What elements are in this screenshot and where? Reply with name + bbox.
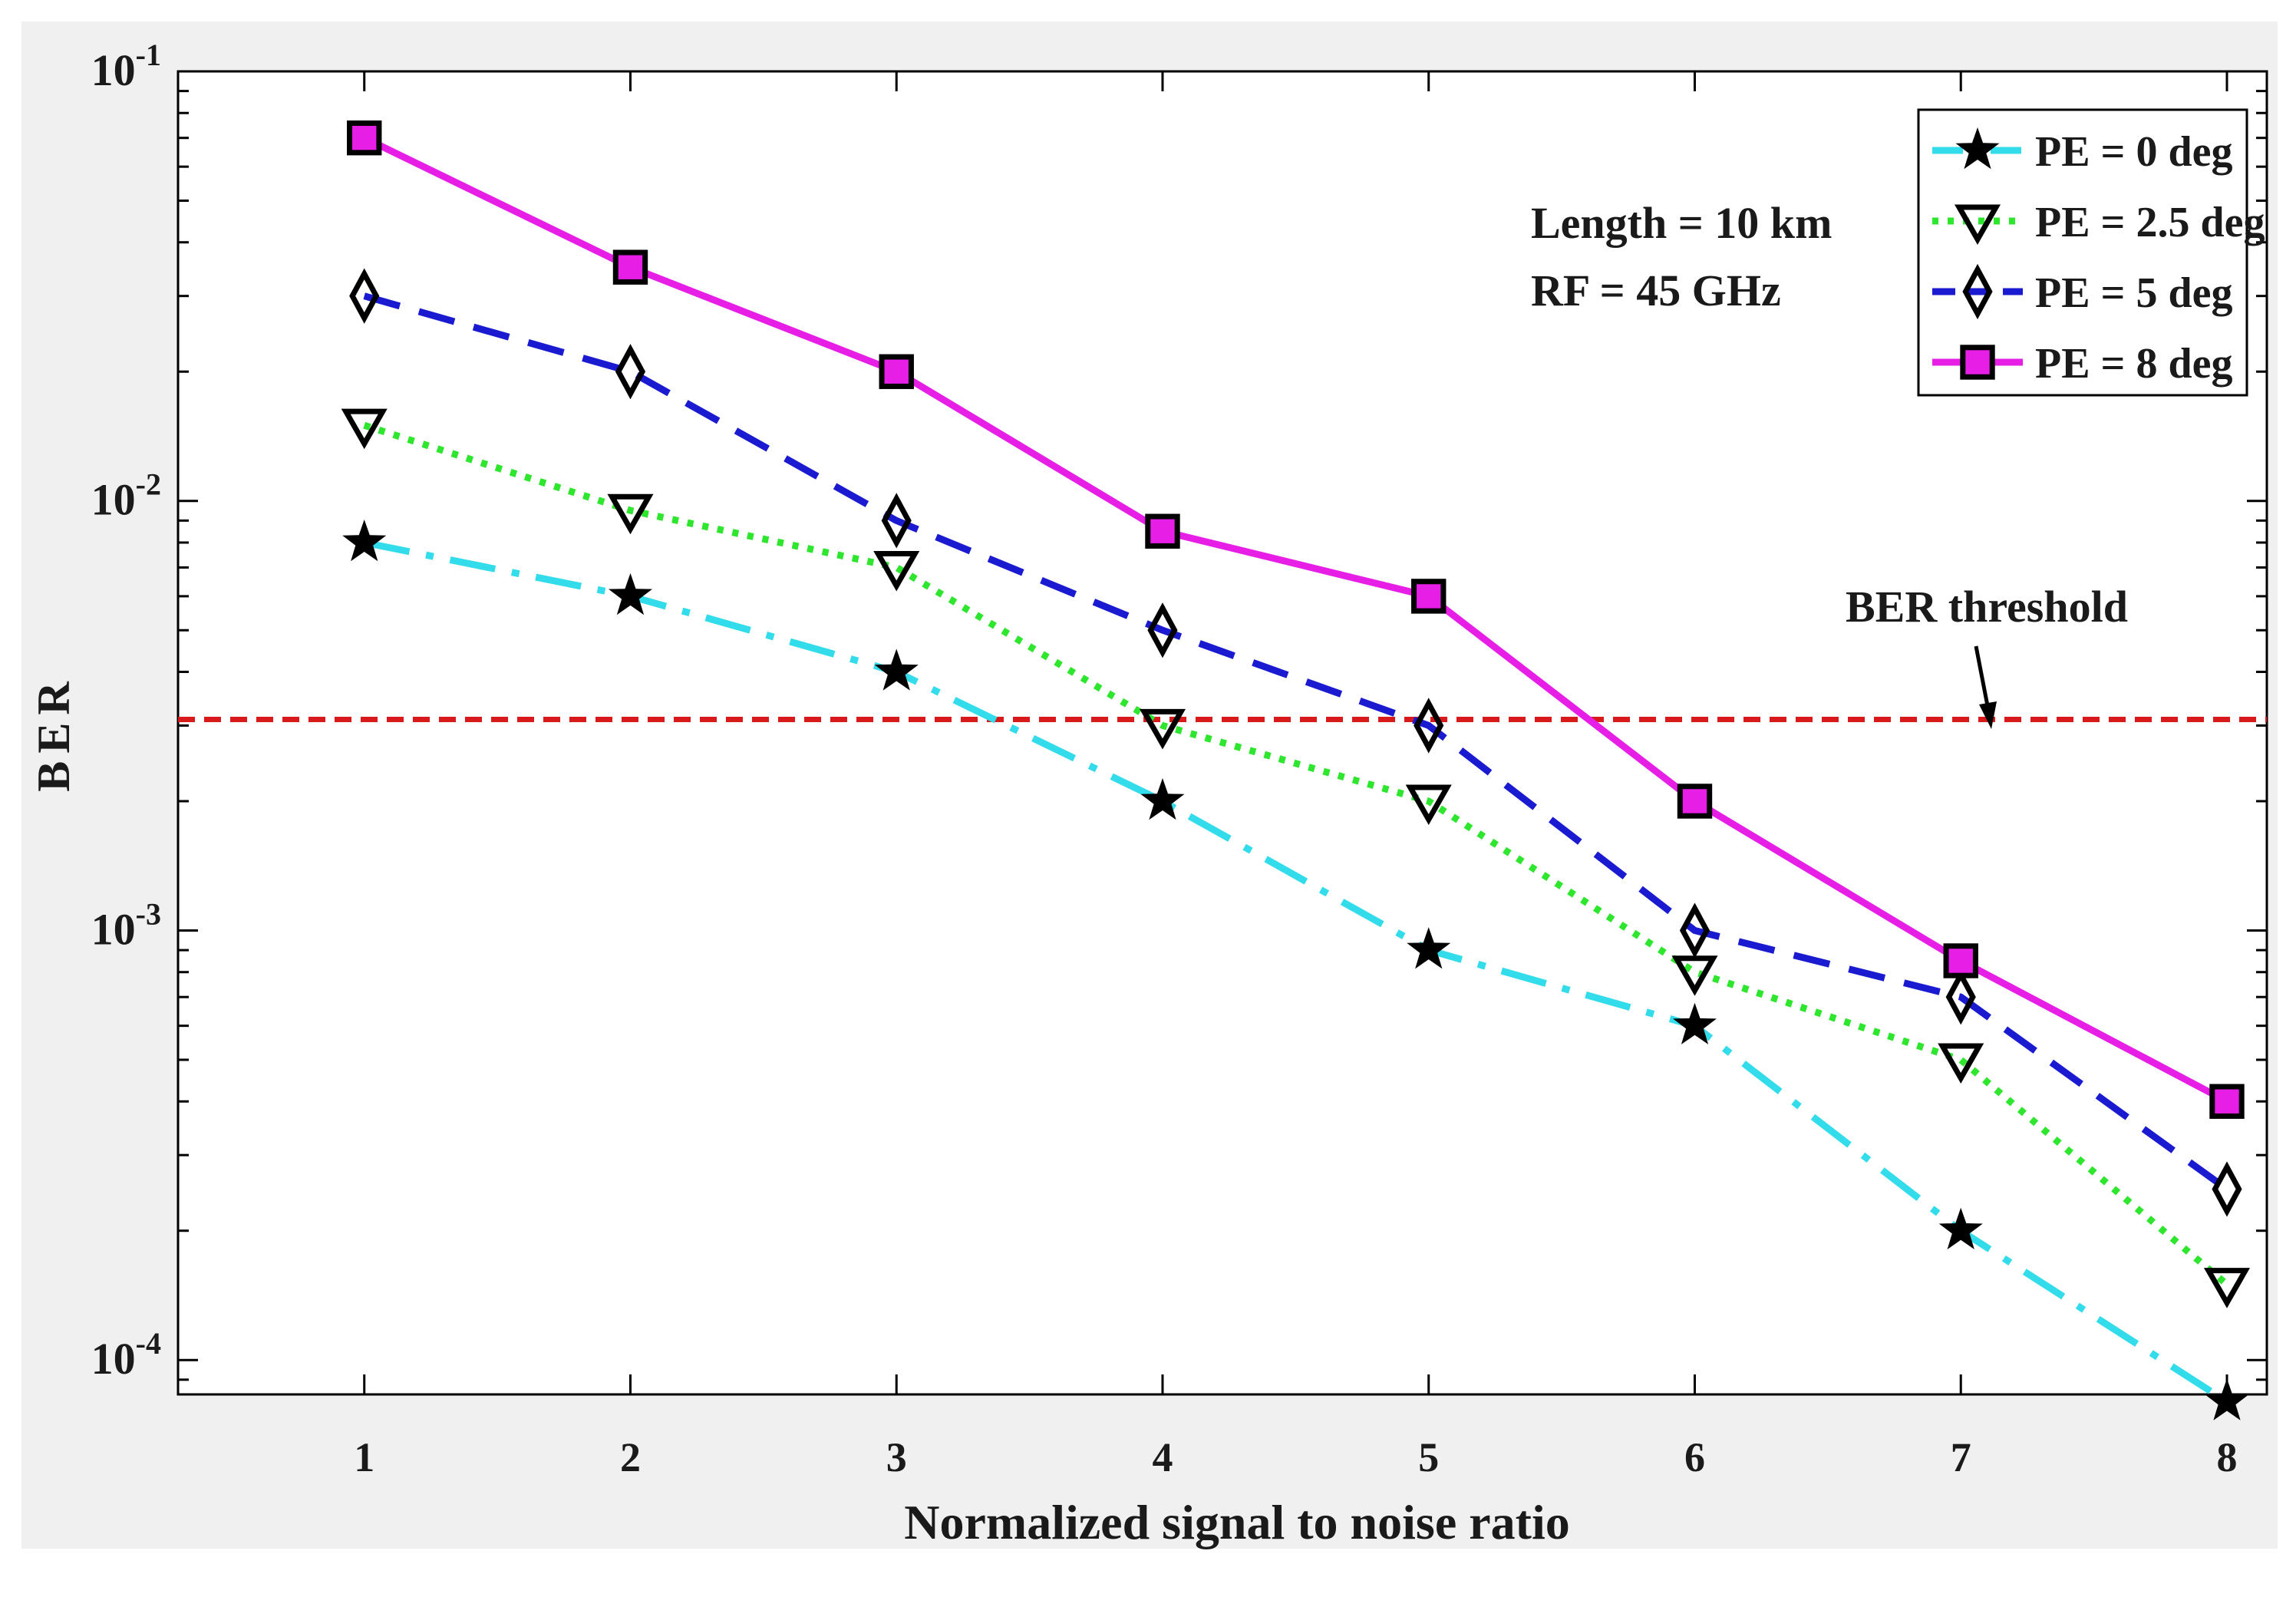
axis-ticks (178, 70, 2267, 1394)
legend-marker-0 (1955, 127, 2000, 170)
legend-marker-1 (1954, 204, 2001, 246)
data-point-series-0 (1938, 1207, 1983, 1249)
x-tick-label: 5 (1418, 1434, 1439, 1480)
y-tick-label: 10-2 (91, 467, 161, 525)
data-point-series-2 (1945, 969, 1976, 1025)
x-tick-labels: 1 2 3 4 5 6 7 8 (354, 1434, 2237, 1480)
data-point-series-0 (1407, 927, 1451, 969)
legend-label-2: PE = 5 deg (2035, 269, 2232, 317)
legend-label-1: PE = 2.5 deg (2035, 199, 2265, 246)
data-point-series-2 (1414, 698, 1444, 754)
data-point-series-3 (2209, 1084, 2245, 1119)
data-point-series-2 (1679, 902, 1710, 959)
y-tick-label: 10-4 (91, 1326, 161, 1384)
threshold-arrow-head (1979, 701, 1997, 729)
data-point-series-0 (1673, 1002, 1717, 1044)
series-line-2 (363, 292, 2229, 1193)
data-point-series-3 (1943, 943, 1978, 978)
x-tick-label: 2 (620, 1434, 641, 1480)
data-point-series-2 (2212, 1161, 2242, 1217)
y-tick-labels: 10-1 10-2 10-3 10-4 (91, 38, 161, 1384)
series-line-3 (362, 134, 2229, 1105)
data-point-series-3 (879, 354, 914, 389)
x-tick-label: 1 (354, 1434, 374, 1480)
x-tick-label: 6 (1684, 1434, 1705, 1480)
x-tick-label: 8 (2216, 1434, 2237, 1480)
legend-label-0: PE = 0 deg (2035, 128, 2232, 176)
series-line-1 (363, 421, 2229, 1288)
marker-layer (341, 120, 2251, 1420)
data-point-series-1 (607, 493, 654, 535)
annotation-length: Length = 10 km (1531, 198, 1832, 248)
data-point-series-3 (1677, 784, 1713, 819)
x-tick-label: 7 (1951, 1434, 1971, 1480)
data-point-series-1 (873, 550, 920, 592)
data-point-series-2 (615, 344, 646, 400)
threshold-arrow (1974, 645, 1997, 729)
data-point-series-2 (1147, 602, 1178, 658)
data-point-series-1 (1405, 784, 1452, 826)
data-point-series-3 (612, 249, 648, 285)
legend-items: PE = 0 deg PE = 2.5 deg PE = 5 deg PE = 8 d… (1932, 127, 2265, 388)
x-tick-label: 3 (886, 1434, 907, 1480)
series-line-0 (363, 539, 2229, 1405)
y-tick-label: 10-1 (91, 38, 161, 95)
data-point-series-1 (2203, 1268, 2251, 1308)
data-point-series-0 (1140, 778, 1185, 820)
data-point-series-0 (342, 520, 387, 562)
y-tick-label: 10-3 (91, 896, 161, 954)
x-axis-label: Normalized signal to noise ratio (904, 1495, 1569, 1549)
data-point-series-3 (1411, 579, 1447, 614)
legend-label-3: PE = 8 deg (2035, 340, 2232, 388)
data-point-series-2 (881, 493, 912, 549)
threshold-arrow-shaft (1974, 645, 1991, 714)
y-axis-label: BER (28, 674, 79, 791)
data-point-series-0 (2205, 1378, 2249, 1420)
data-point-series-1 (1938, 1043, 1984, 1084)
data-point-series-3 (1145, 513, 1180, 549)
threshold-label: BER threshold (1846, 582, 2128, 632)
data-point-series-1 (1671, 955, 1718, 996)
x-tick-label: 4 (1152, 1434, 1173, 1480)
data-point-series-1 (341, 408, 388, 450)
data-point-series-1 (1139, 708, 1186, 750)
series-layer (362, 134, 2229, 1405)
data-point-series-3 (347, 120, 382, 156)
data-point-series-0 (874, 648, 919, 691)
data-point-series-0 (608, 572, 652, 615)
legend-marker-3 (1960, 345, 1995, 380)
data-point-series-2 (349, 268, 380, 324)
annotation-rf: RF = 45 GHz (1531, 266, 1781, 315)
legend-marker-2 (1962, 263, 1993, 320)
legend: PE = 0 deg PE = 2.5 deg PE = 5 deg PE = 8 d… (1917, 108, 2265, 397)
